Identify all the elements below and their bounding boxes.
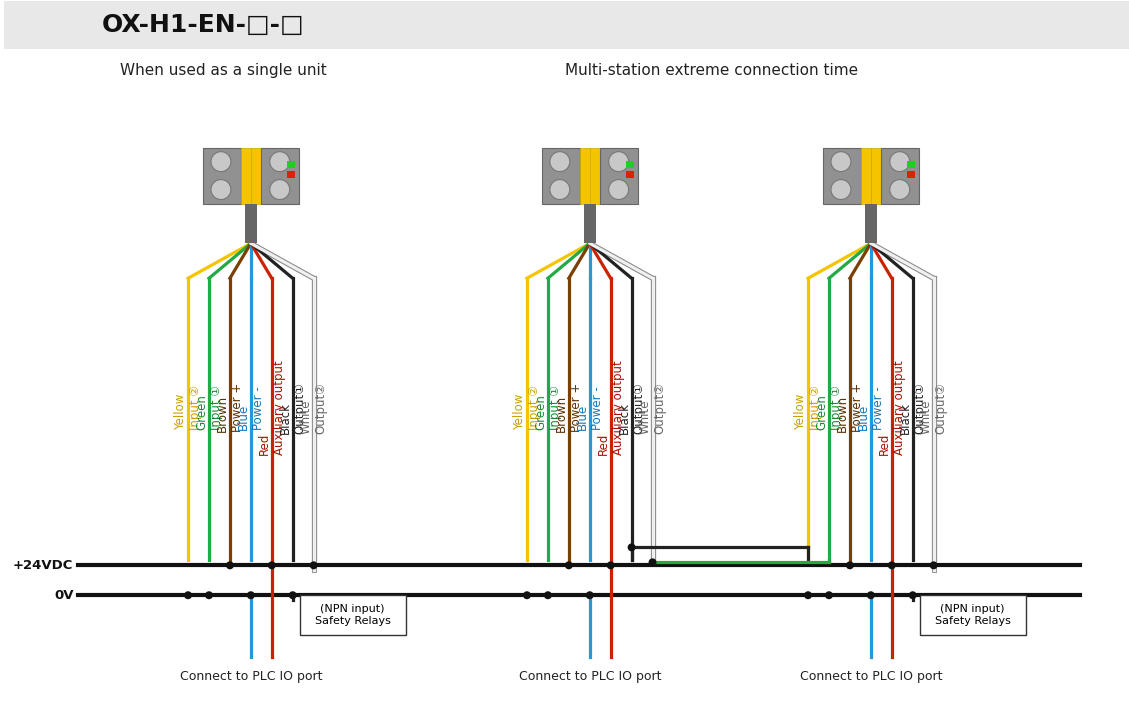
Circle shape — [909, 591, 917, 600]
Bar — [907, 171, 914, 177]
Text: Connect to PLC IO port: Connect to PLC IO port — [180, 671, 322, 684]
Text: Multi-station extreme connection time: Multi-station extreme connection time — [564, 63, 858, 78]
Circle shape — [226, 561, 234, 569]
Text: White
Output②: White Output② — [299, 382, 327, 434]
Bar — [589, 148, 599, 203]
Text: 0V: 0V — [54, 589, 73, 602]
Text: Yellow
Input ②: Yellow Input ② — [794, 386, 822, 430]
Text: Red
Auxiliary output: Red Auxiliary output — [257, 360, 286, 455]
Text: Connect to PLC IO port: Connect to PLC IO port — [799, 671, 942, 684]
Text: Black
Output①: Black Output① — [618, 382, 646, 434]
FancyBboxPatch shape — [920, 595, 1026, 635]
Bar — [203, 148, 240, 203]
Circle shape — [831, 180, 851, 200]
Text: Green
Input ①: Green Input ① — [534, 386, 562, 430]
Bar — [861, 148, 870, 203]
Bar — [625, 161, 633, 167]
Circle shape — [867, 591, 875, 600]
Text: Brown
Power +: Brown Power + — [216, 383, 244, 432]
Text: (NPN input)
Safety Relays: (NPN input) Safety Relays — [315, 605, 391, 626]
Circle shape — [831, 151, 851, 172]
Circle shape — [648, 559, 657, 567]
Text: Blue
Power -: Blue Power - — [576, 386, 604, 429]
Circle shape — [609, 180, 629, 200]
Text: Green
Input ①: Green Input ① — [195, 386, 224, 430]
Bar — [251, 148, 261, 203]
Circle shape — [825, 591, 833, 600]
Text: White
Output②: White Output② — [920, 382, 947, 434]
Circle shape — [890, 180, 910, 200]
Circle shape — [586, 591, 594, 600]
Bar — [287, 171, 295, 177]
Text: Green
Input ①: Green Input ① — [815, 386, 843, 430]
Bar — [599, 148, 638, 203]
Circle shape — [929, 561, 937, 569]
Circle shape — [205, 591, 213, 600]
Text: Blue
Power -: Blue Power - — [237, 386, 265, 429]
Bar — [542, 148, 580, 203]
Text: Blue
Power -: Blue Power - — [857, 386, 885, 429]
Bar — [625, 171, 633, 177]
Circle shape — [523, 591, 531, 600]
Circle shape — [211, 180, 231, 200]
Text: Connect to PLC IO port: Connect to PLC IO port — [518, 671, 660, 684]
Circle shape — [270, 151, 290, 172]
Bar — [870, 148, 881, 203]
Text: Yellow
Input ②: Yellow Input ② — [174, 386, 202, 430]
Bar — [240, 148, 251, 203]
FancyBboxPatch shape — [299, 595, 406, 635]
Circle shape — [184, 591, 192, 600]
Circle shape — [268, 561, 275, 569]
Circle shape — [544, 591, 552, 600]
Circle shape — [628, 544, 636, 551]
Circle shape — [890, 151, 910, 172]
Circle shape — [550, 180, 570, 200]
Text: OX-H1-EN-□-□: OX-H1-EN-□-□ — [102, 13, 305, 37]
Circle shape — [606, 561, 614, 569]
Circle shape — [309, 561, 317, 569]
Circle shape — [211, 151, 231, 172]
Circle shape — [550, 151, 570, 172]
Text: +24VDC: +24VDC — [14, 559, 73, 572]
Circle shape — [270, 180, 290, 200]
Text: (NPN input)
Safety Relays: (NPN input) Safety Relays — [935, 605, 1010, 626]
Circle shape — [887, 561, 895, 569]
Bar — [907, 161, 914, 167]
Circle shape — [609, 151, 629, 172]
Bar — [3, 1, 1129, 49]
Bar — [261, 148, 299, 203]
Text: Red
Auxiliary output: Red Auxiliary output — [877, 360, 905, 455]
Bar — [881, 148, 919, 203]
Text: Brown
Power +: Brown Power + — [835, 383, 864, 432]
Text: Black
Output①: Black Output① — [279, 382, 307, 434]
Circle shape — [289, 591, 297, 600]
Bar — [580, 148, 589, 203]
Bar — [287, 161, 295, 167]
Circle shape — [247, 591, 255, 600]
Text: Yellow
Input ②: Yellow Input ② — [513, 386, 541, 430]
Circle shape — [564, 561, 572, 569]
Bar — [865, 203, 877, 243]
Circle shape — [846, 561, 854, 569]
Text: White
Output②: White Output② — [639, 382, 666, 434]
Text: When used as a single unit: When used as a single unit — [120, 63, 326, 78]
Bar — [245, 203, 256, 243]
Text: Black
Output①: Black Output① — [899, 382, 927, 434]
Bar — [823, 148, 861, 203]
Circle shape — [804, 591, 812, 600]
Text: Brown
Power +: Brown Power + — [554, 383, 583, 432]
Text: Red
Auxiliary output: Red Auxiliary output — [597, 360, 624, 455]
Bar — [584, 203, 596, 243]
